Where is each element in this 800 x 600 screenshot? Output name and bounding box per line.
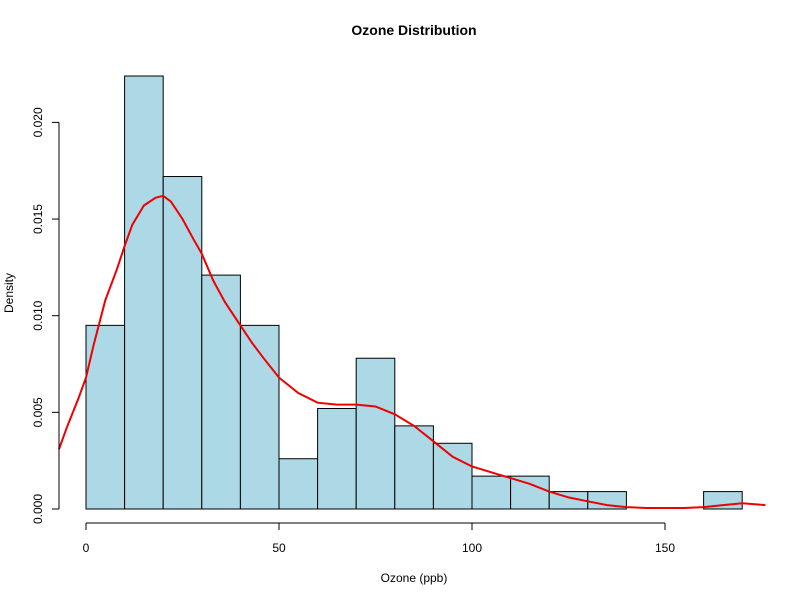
y-tick-label: 0.020 — [31, 107, 45, 137]
histogram-bar — [510, 475, 550, 510]
density-curve — [58, 194, 766, 509]
histogram-bar — [355, 357, 396, 510]
y-tick-label: 0.010 — [31, 300, 45, 330]
y-tick-label: 0.015 — [31, 204, 45, 234]
histogram-bar — [432, 442, 473, 510]
histogram-bar — [201, 274, 241, 510]
y-axis-label: Density — [2, 273, 16, 313]
histogram-bar — [278, 458, 319, 510]
x-tick-label: 150 — [655, 541, 675, 555]
x-axis: 0 50 100 150 — [83, 522, 675, 555]
x-tick-label: 0 — [83, 541, 90, 555]
histogram-bar — [85, 324, 126, 510]
x-tick-label: 50 — [272, 541, 286, 555]
histogram-bar — [162, 176, 203, 510]
histogram-bar — [239, 324, 280, 510]
histogram-bar — [471, 475, 512, 510]
histogram-bars — [85, 75, 743, 510]
y-tick-label: 0.005 — [31, 397, 45, 427]
x-tick-label: 100 — [462, 541, 482, 555]
histogram-bar — [317, 407, 357, 510]
x-axis-label: Ozone (ppb) — [381, 571, 448, 585]
chart-title: Ozone Distribution — [351, 22, 476, 38]
y-axis: 0.000 0.005 0.010 0.015 0.020 — [31, 107, 60, 524]
y-tick-label: 0.000 — [31, 494, 45, 524]
histogram-bar — [394, 425, 434, 510]
histogram-bar — [124, 75, 164, 510]
